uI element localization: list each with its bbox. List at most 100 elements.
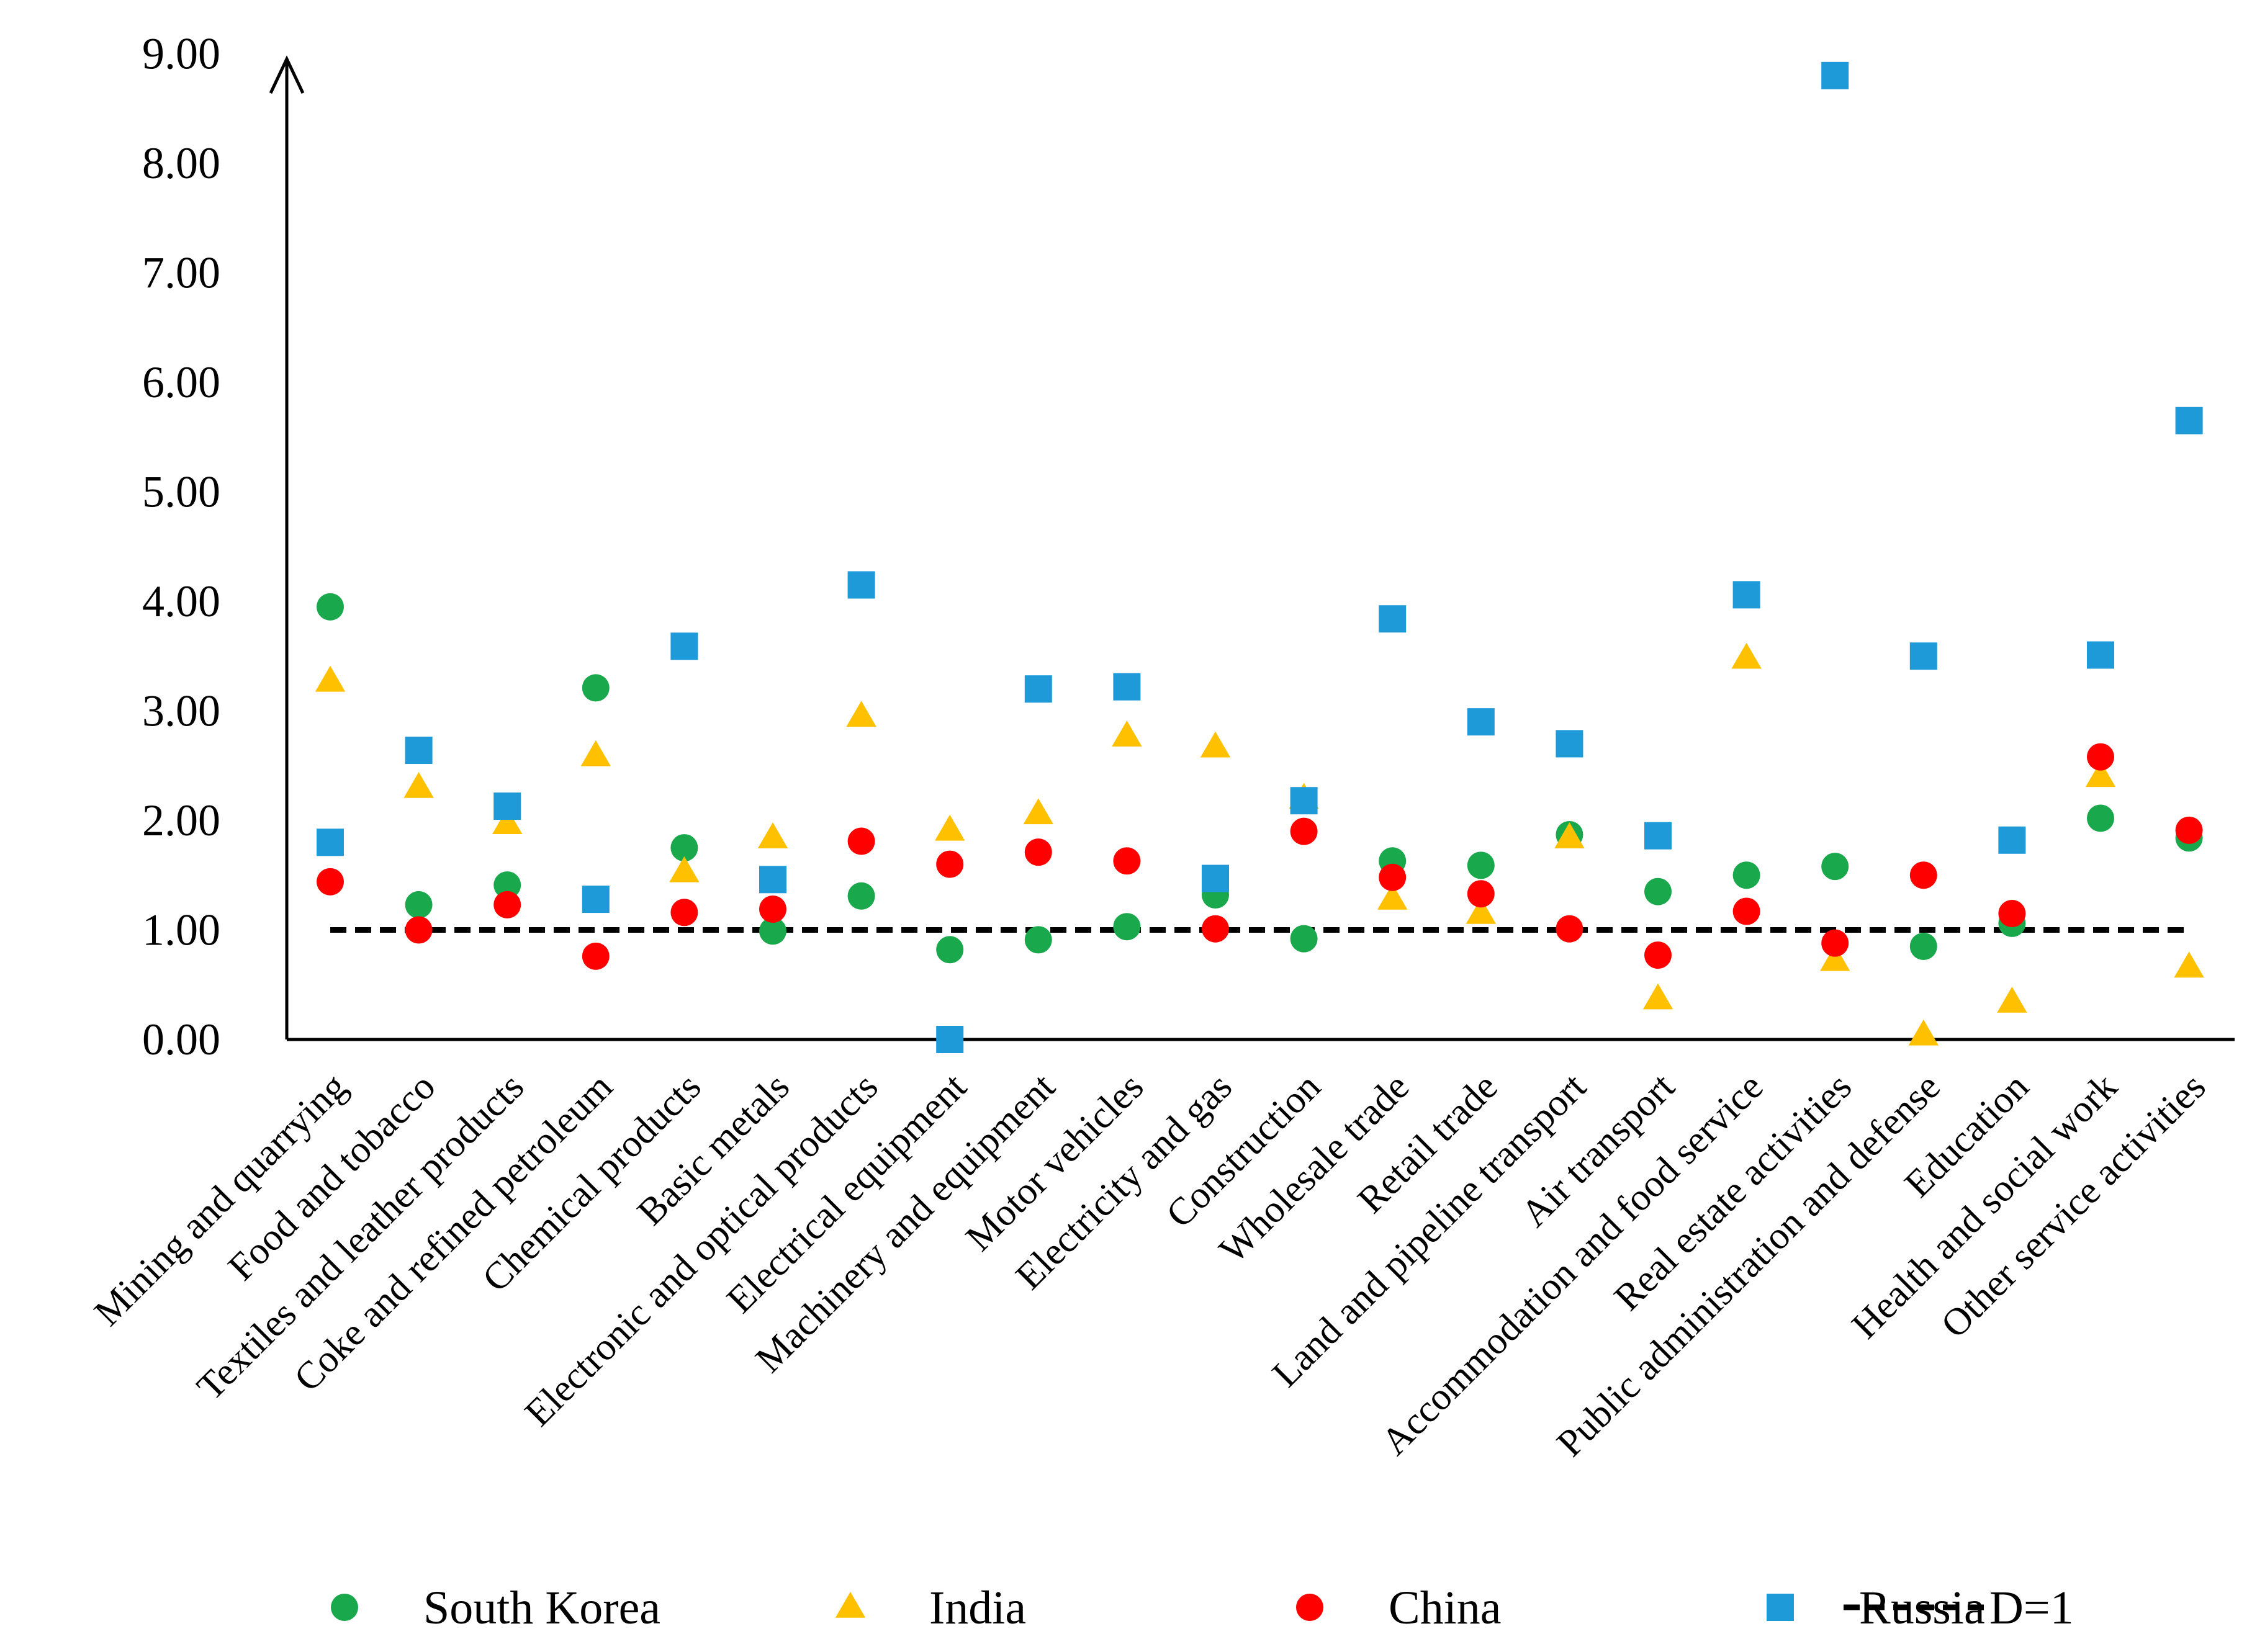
point-russia — [493, 792, 521, 820]
point-china — [1379, 863, 1407, 891]
point-south-korea — [1909, 932, 1937, 960]
point-south-korea — [670, 834, 698, 862]
legend-item-china: China — [1296, 1582, 1502, 1634]
point-russia — [1379, 605, 1407, 633]
point-india — [492, 808, 523, 835]
y-axis: 0.00 1.00 2.00 3.00 4.00 5.00 6.00 7.00 8.00 9.00 — [142, 29, 305, 1064]
point-china — [1909, 861, 1937, 889]
point-russia — [1202, 864, 1229, 892]
point-india — [1997, 986, 2027, 1013]
y-tick-label: 0.00 — [142, 1015, 220, 1064]
y-tick-label: 7.00 — [142, 248, 220, 298]
y-tick-label: 3.00 — [142, 686, 220, 736]
legend: South Korea India China Russia D=1 — [331, 1582, 2074, 1634]
series-russia — [317, 61, 2203, 1053]
point-china — [847, 827, 875, 855]
point-india — [757, 822, 788, 848]
point-india — [935, 814, 965, 841]
y-tick-label: 1.00 — [142, 905, 220, 955]
point-india — [403, 771, 434, 798]
point-china — [1644, 941, 1672, 969]
point-china — [1556, 915, 1583, 943]
point-china — [1732, 897, 1760, 925]
series-india — [315, 642, 2204, 1046]
y-tick-label: 8.00 — [142, 138, 220, 188]
point-india — [2174, 951, 2204, 978]
data-points — [315, 61, 2204, 1053]
legend-item-india: India — [835, 1582, 1026, 1634]
point-china — [1998, 900, 2026, 928]
point-china — [2175, 816, 2203, 844]
series-china — [317, 743, 2203, 970]
y-tick-label: 6.00 — [142, 357, 220, 407]
point-china — [1202, 915, 1229, 943]
point-south-korea — [405, 891, 433, 918]
point-china — [2087, 743, 2114, 771]
point-south-korea — [1467, 851, 1495, 879]
point-russia — [405, 737, 433, 765]
legend-marker-china — [1296, 1594, 1323, 1621]
point-india — [580, 740, 611, 766]
point-china — [670, 899, 698, 927]
point-russia — [2087, 641, 2114, 669]
point-china — [317, 868, 344, 896]
y-tick-label: 5.00 — [142, 467, 220, 517]
point-china — [1821, 929, 1849, 957]
point-india — [1820, 945, 1850, 971]
point-south-korea — [1113, 913, 1141, 941]
point-russia — [317, 828, 344, 856]
legend-marker-india — [835, 1591, 866, 1618]
point-china — [493, 891, 521, 918]
point-russia — [1024, 675, 1052, 703]
point-india — [1642, 983, 1673, 1010]
point-south-korea — [1024, 926, 1052, 954]
point-india — [315, 665, 346, 692]
legend-marker-south-korea — [331, 1594, 358, 1621]
legend-item-south-korea: South Korea — [331, 1582, 660, 1634]
point-russia — [1644, 822, 1672, 850]
point-china — [1113, 847, 1141, 875]
point-india — [846, 701, 876, 727]
point-south-korea — [759, 917, 786, 945]
point-india — [1112, 721, 1142, 747]
point-china — [582, 942, 610, 970]
legend-label-south-korea: South Korea — [423, 1582, 660, 1634]
point-china — [405, 916, 433, 944]
point-south-korea — [936, 936, 964, 964]
point-russia — [759, 866, 786, 894]
point-china — [759, 895, 786, 923]
point-india — [1377, 884, 1408, 910]
point-india — [2085, 761, 2116, 788]
point-russia — [1113, 673, 1141, 701]
legend-marker-russia — [1767, 1594, 1794, 1621]
point-russia — [582, 886, 610, 914]
point-south-korea — [493, 871, 521, 899]
y-axis-arrow — [269, 55, 305, 94]
point-russia — [1909, 642, 1937, 670]
y-tick-label: 9.00 — [142, 29, 220, 79]
point-south-korea — [582, 674, 610, 702]
point-south-korea — [2087, 804, 2114, 832]
point-china — [1024, 838, 1052, 866]
point-south-korea — [317, 593, 344, 621]
point-india — [1908, 1019, 1939, 1046]
point-russia — [670, 632, 698, 660]
legend-label-india: India — [929, 1582, 1026, 1634]
point-russia — [1290, 787, 1318, 815]
point-russia — [847, 571, 875, 599]
point-russia — [1821, 61, 1849, 89]
point-india — [1023, 798, 1053, 825]
point-russia — [1732, 581, 1760, 609]
point-south-korea — [847, 882, 875, 910]
point-india — [1554, 822, 1585, 848]
legend-item-d1: D=1 — [1844, 1582, 2074, 1634]
point-india — [1466, 897, 1496, 924]
point-russia — [1467, 708, 1495, 736]
x-tick-label: Textiles and leather products — [189, 1066, 532, 1409]
legend-label-china: China — [1389, 1582, 1502, 1634]
point-china — [1467, 880, 1495, 908]
point-south-korea — [1290, 925, 1318, 953]
point-china — [1290, 817, 1318, 845]
